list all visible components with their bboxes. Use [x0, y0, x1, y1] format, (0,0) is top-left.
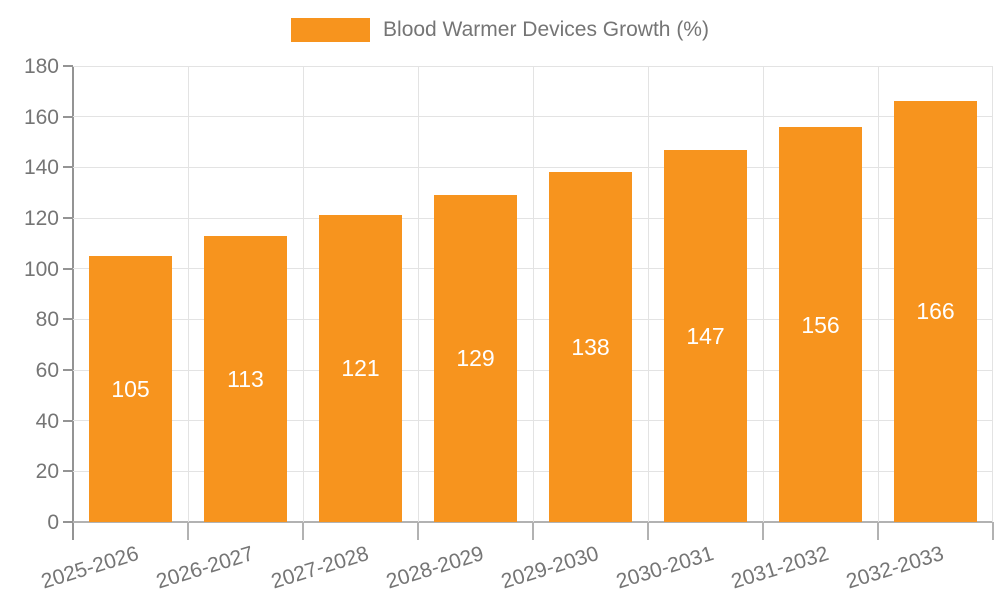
legend-label: Blood Warmer Devices Growth (%) — [383, 18, 709, 41]
plot-area: 105 113 121 129 138 147 156 166 — [73, 65, 993, 522]
bar-2026-2027: 113 — [204, 236, 287, 522]
y-axis-tick-label: 20 — [35, 460, 59, 484]
y-axis-tick — [63, 115, 73, 118]
bar-value-label: 138 — [571, 334, 610, 360]
y-axis-tick — [63, 217, 73, 219]
x-axis-tick — [187, 522, 189, 540]
x-axis-tick — [877, 522, 879, 540]
gridline-v — [187, 66, 189, 522]
y-axis-tick-label: 160 — [23, 105, 59, 129]
bar-value-label: 166 — [916, 298, 955, 324]
y-axis-tick — [63, 318, 73, 321]
gridline-v — [762, 66, 764, 522]
y-axis-tick-label: 60 — [35, 359, 59, 382]
y-axis-tick — [63, 419, 73, 422]
y-axis-tick — [63, 65, 73, 67]
x-axis-tick — [762, 522, 764, 540]
x-axis-tick — [302, 522, 304, 540]
y-axis-tick-label: 120 — [23, 207, 59, 230]
bar-value-label: 105 — [111, 376, 150, 402]
bar-2031-2032: 156 — [779, 127, 862, 522]
y-axis-tick-label: 180 — [23, 55, 59, 78]
y-axis-tick — [63, 166, 73, 169]
bar-2027-2028: 121 — [319, 215, 402, 522]
gridline-v — [302, 66, 304, 522]
y-axis-tick — [63, 521, 73, 523]
y-axis-tick-label: 140 — [23, 156, 59, 180]
bar-value-label: 156 — [801, 312, 840, 338]
x-axis-tick — [532, 522, 534, 540]
gridline-v — [877, 66, 879, 522]
y-axis-tick-label: 40 — [35, 409, 59, 433]
y-axis-tick — [63, 470, 73, 473]
bar-value-label: 147 — [686, 323, 725, 349]
x-axis-tick — [417, 522, 419, 540]
bar-2032-2033: 166 — [894, 101, 977, 522]
bar-2025-2026: 105 — [89, 256, 172, 522]
legend-swatch — [291, 18, 371, 42]
bar-2030-2031: 147 — [664, 150, 747, 522]
y-axis-tick-label: 80 — [35, 308, 59, 332]
bar-value-label: 121 — [341, 355, 380, 381]
y-axis-tick-label: 0 — [47, 511, 59, 534]
bar-2029-2030: 138 — [549, 172, 632, 522]
gridline-v — [647, 66, 649, 522]
y-axis-tick — [63, 267, 73, 270]
x-axis-tick — [647, 522, 649, 540]
bar-2028-2029: 129 — [434, 195, 517, 522]
y-axis-tick-label: 100 — [23, 257, 59, 281]
gridline-v — [992, 66, 993, 522]
x-axis-tick — [992, 522, 994, 540]
y-axis-line — [72, 66, 74, 540]
bar-value-label: 113 — [227, 366, 264, 392]
gridline-v — [532, 66, 534, 522]
legend: Blood Warmer Devices Growth (%) — [0, 18, 1000, 42]
bar-value-label: 129 — [456, 345, 495, 371]
gridline-v — [417, 66, 419, 522]
y-axis-tick — [63, 369, 73, 371]
